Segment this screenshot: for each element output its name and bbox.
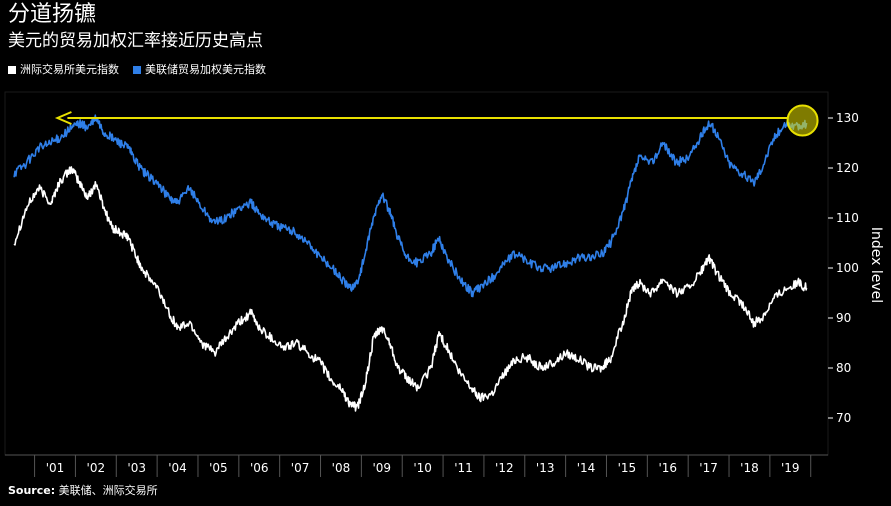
x-tick-label: '12 bbox=[495, 461, 514, 475]
legend-swatch-fed bbox=[133, 66, 141, 74]
x-tick-label: '05 bbox=[209, 461, 228, 475]
x-tick-label: '04 bbox=[168, 461, 187, 475]
x-tick-label: '03 bbox=[127, 461, 146, 475]
x-axis: '01 '02 '03 '04 '05 '06 '07 '08 '09 '10 '11 '12 '13 '… bbox=[5, 454, 828, 477]
x-tick-label: '13 bbox=[536, 461, 555, 475]
y-tick-label: 100 bbox=[836, 261, 859, 275]
x-tick-label: '10 bbox=[413, 461, 432, 475]
x-tick-label: '17 bbox=[699, 461, 718, 475]
x-tick-label: '19 bbox=[781, 461, 800, 475]
source-note: Source: 美联储、洲际交易所 bbox=[8, 484, 158, 498]
x-tick-label: '08 bbox=[332, 461, 351, 475]
legend-label-dxy: 洲际交易所美元指数 bbox=[20, 63, 119, 76]
y-tick-label: 70 bbox=[836, 411, 851, 425]
legend-item-fed: 美联储贸易加权美元指数 bbox=[133, 63, 266, 77]
y-tick-label: 80 bbox=[836, 361, 851, 375]
chart-title: 分道扬镳 bbox=[8, 2, 97, 27]
chart-subtitle: 美元的贸易加权汇率接近历史高点 bbox=[8, 31, 263, 51]
y-tick-label: 110 bbox=[836, 211, 859, 225]
x-tick-label: '11 bbox=[454, 461, 473, 475]
legend-swatch-dxy bbox=[8, 66, 16, 74]
x-tick-label: '02 bbox=[87, 461, 106, 475]
y-tick-label: 120 bbox=[836, 161, 859, 175]
y-axis: 70 80 90 100 110 120 130 bbox=[828, 111, 859, 425]
x-tick-label: '09 bbox=[373, 461, 392, 475]
source-text: 美联储、洲际交易所 bbox=[58, 484, 158, 497]
annotation-layer bbox=[54, 104, 819, 137]
x-tick-label: '15 bbox=[618, 461, 637, 475]
legend-item-dxy: 洲际交易所美元指数 bbox=[8, 63, 119, 77]
x-tick-label: '06 bbox=[250, 461, 269, 475]
highlight-circle bbox=[786, 104, 819, 137]
legend-label-fed: 美联储贸易加权美元指数 bbox=[145, 63, 266, 76]
y-axis-title: Index level bbox=[868, 227, 884, 303]
x-tick-label: '16 bbox=[658, 461, 677, 475]
highlight-arrow-head bbox=[54, 111, 72, 125]
series-line-fed bbox=[13, 114, 808, 298]
x-tick-label: '07 bbox=[291, 461, 310, 475]
source-label: Source: bbox=[8, 484, 56, 497]
y-tick-label: 90 bbox=[836, 311, 851, 325]
x-tick-label: '14 bbox=[577, 461, 596, 475]
legend: 洲际交易所美元指数 美联储贸易加权美元指数 bbox=[8, 63, 266, 77]
y-tick-label: 130 bbox=[836, 111, 859, 125]
x-tick-label: '18 bbox=[740, 461, 759, 475]
series-layer bbox=[13, 114, 808, 412]
series-line-dxy bbox=[13, 166, 808, 412]
x-tick-label: '01 bbox=[46, 461, 65, 475]
